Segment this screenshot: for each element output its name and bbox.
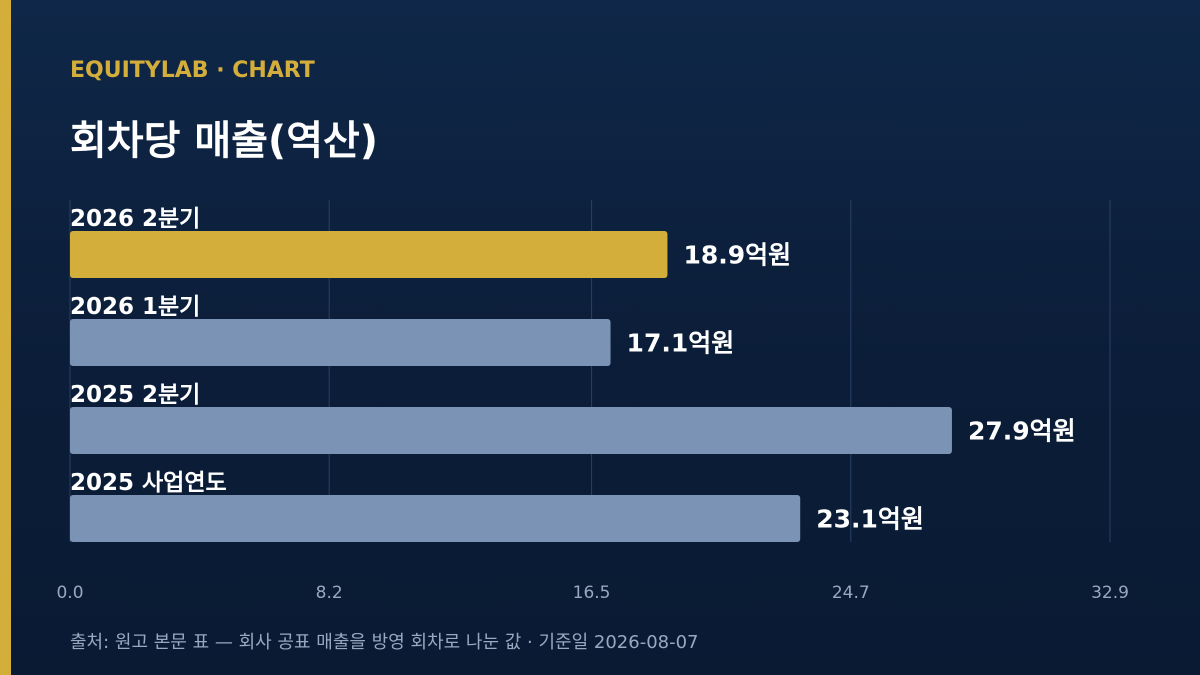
bar	[70, 495, 801, 542]
source-note: 출처: 원고 본문 표 — 회사 공표 매출을 방영 회차로 나눈 값 · 기준…	[70, 632, 699, 653]
value-label: 17.1억원	[627, 329, 735, 358]
category-label: 2025 2분기	[70, 382, 200, 408]
accent-bar	[0, 0, 11, 675]
x-tick-label: 16.5	[573, 583, 611, 603]
x-tick-label: 24.7	[832, 583, 870, 603]
bar	[70, 319, 611, 366]
value-label: 23.1억원	[816, 505, 924, 534]
bar	[70, 407, 952, 454]
x-tick-label: 0.0	[56, 583, 83, 603]
chart-title: 회차당 매출(역산)	[70, 118, 379, 164]
category-label: 2025 사업연도	[70, 470, 227, 496]
x-tick-label: 32.9	[1091, 583, 1129, 603]
value-label: 27.9억원	[968, 417, 1076, 446]
category-label: 2026 2분기	[70, 206, 200, 232]
x-tick-label: 8.2	[316, 583, 343, 603]
bar	[70, 231, 668, 278]
category-label: 2026 1분기	[70, 294, 200, 320]
brand-label: EQUITYLAB · CHART	[70, 58, 315, 83]
value-label: 18.9억원	[683, 241, 791, 270]
